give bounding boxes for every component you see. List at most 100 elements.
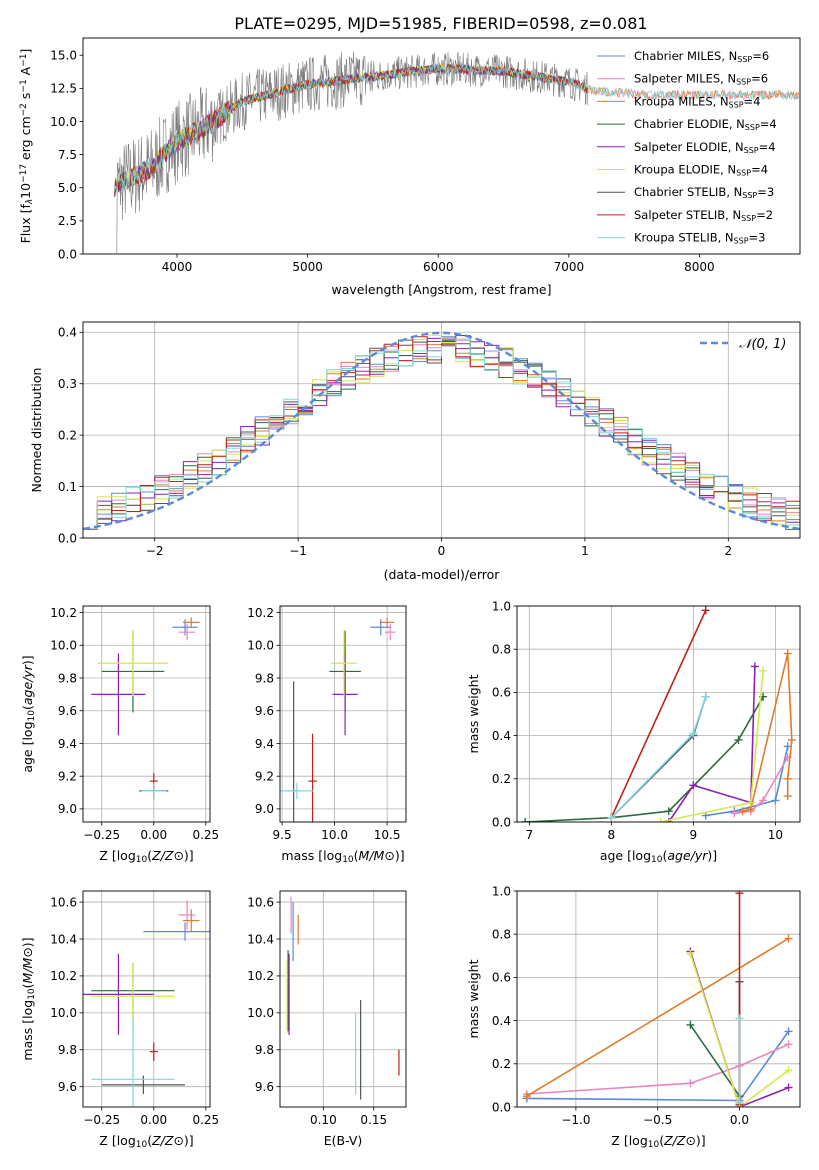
y-tick-label: 0.6 [492,686,511,700]
legend-entry: Chabrier STELIB, NSSP=3 [634,185,774,200]
legend-entry: Salpeter STELIB, NSSP=2 [634,208,773,223]
x-tick-label: 8000 [684,260,715,274]
x-tick-label: 0.25 [192,828,219,842]
x-tick-label: −0.5 [643,1113,672,1127]
legend-entry: Kroupa MILES, NSSP=4 [634,94,760,109]
plot-mass-weight-vs-age: 7 8 9 10 0.0 0.2 0.4 0.6 0.8 1.0 age [log10(age/yr… [466,599,801,865]
plot-residuals: −2 −1 0 1 2 0.0 0.1 0.2 0.3 0.4 𝒩(0, 1) (data-model… [29,321,801,582]
y-tick-label: 10.0 [247,1006,274,1020]
weight-marker [771,796,780,805]
weight-marker [746,798,755,807]
weight-marker [734,735,743,744]
x-tick-label: 0.15 [360,1113,387,1127]
legend-entry: Salpeter ELODIE, NSSP=4 [634,140,776,155]
weight-marker [730,809,739,818]
y-tick-label: 1.0 [492,599,511,613]
y-tick-label: 9.6 [58,1080,77,1094]
y-tick-label: 0.0 [492,815,511,829]
weight-marker [759,666,768,675]
weight-series [526,1043,789,1095]
weight-marker [701,692,710,701]
weight-marker [783,792,792,801]
axes-frame [82,605,211,823]
y-tick-label: 2.5 [58,214,77,228]
y-tick-label: 0.2 [492,772,511,786]
y-tick-label: 0.8 [492,643,511,657]
weight-marker [521,818,530,822]
plot-area [286,896,400,1100]
weight-marker [759,796,768,805]
y-tick-label: 7.5 [58,148,77,162]
y-tick-label: 0.4 [58,326,77,340]
weight-series [689,953,789,1107]
x-tick-label: 8 [608,828,616,842]
weight-marker [607,813,616,822]
weight-marker [735,891,744,898]
y-tick-label: 10.2 [247,606,274,620]
x-tick-label: 0 [438,544,446,558]
x-tick-label: 7 [525,828,533,842]
gridlines [280,606,406,822]
weight-marker [701,606,710,615]
y-tick-label: 0.0 [492,1100,511,1114]
y-tick-label: 0.8 [492,928,511,942]
x-axis-label: Z [log10(Z/Z⊙)] [99,1133,193,1150]
x-tick-label: −2 [146,544,164,558]
plot-mass-vs-Z: −0.25 0.00 0.25 9.6 9.8 10.0 10.2 10.4 10.6 Z [lo… [20,890,219,1150]
axes-frame [279,890,407,1108]
x-tick-label: 10.0 [321,828,348,842]
x-tick-label: 10.5 [374,828,401,842]
y-tick-label: 9.6 [255,1080,274,1094]
gridlines [280,891,406,1107]
x-axis-label: age [log10(age/yr)] [600,848,717,865]
y-axis-label: mass weight [466,959,481,1038]
x-tick-label: 0.0 [730,1113,749,1127]
weight-series [705,746,789,817]
x-tick-label: 0.00 [140,828,167,842]
weight-marker [784,1083,793,1092]
weight-series [668,666,756,822]
y-tick-label: 10.2 [50,969,77,983]
model-spectrum [113,63,800,198]
x-axis-label: (data-model)/error [384,567,501,582]
y-tick-label: 0.6 [492,971,511,985]
x-tick-label: 10 [768,828,783,842]
y-tick-label: 10.0 [247,639,274,653]
plot-age-vs-Z: −0.25 0.00 0.25 9.0 9.2 9.4 9.6 9.8 10.0 10.2 Z [l… [20,605,219,865]
plot-area [280,617,396,822]
axes-frame [82,890,211,1108]
x-axis-label: Z [log10(Z/Z⊙)] [99,848,193,865]
legend-entry: 𝒩(0, 1) [739,337,786,352]
weight-marker [787,735,796,744]
x-tick-label: 5000 [292,260,323,274]
x-tick-label: 1 [581,544,589,558]
x-axis-label: mass [log10(M/M⊙)] [281,848,404,865]
y-tick-label: 10.2 [247,969,274,983]
weight-marker [750,662,759,671]
y-tick-label: 0.2 [58,428,77,442]
plot-area [522,891,793,1107]
weight-marker [783,649,792,658]
y-axis-label: mass weight [466,674,481,753]
y-axis-label: mass [log10(M/M⊙)] [20,937,37,1060]
plot-area [83,331,800,531]
y-tick-label: 0.0 [58,531,77,545]
y-tick-label: 5.0 [58,181,77,195]
y-tick-label: 9.4 [255,737,274,751]
plot-mass-vs-EBV: 0.10 0.15 9.6 9.8 10.0 10.2 10.4 10.6 E(B-V) [247,890,407,1148]
y-tick-label: 10.0 [50,639,77,653]
normal-curve [83,331,800,531]
y-tick-label: 0.4 [492,729,511,743]
plot-area [521,606,796,822]
x-tick-label: 0.10 [310,1113,337,1127]
weight-marker [735,1014,744,1023]
y-tick-label: 10.0 [50,115,77,129]
x-tick-label: −0.25 [83,1113,120,1127]
legend-entry: Kroupa ELODIE, NSSP=4 [634,163,768,178]
x-tick-label: −1 [289,544,307,558]
y-tick-label: 9.6 [255,704,274,718]
gridlines [83,891,210,1107]
legend-entry: Chabrier ELODIE, NSSP=4 [634,117,777,132]
x-axis-label: E(B-V) [324,1133,363,1148]
